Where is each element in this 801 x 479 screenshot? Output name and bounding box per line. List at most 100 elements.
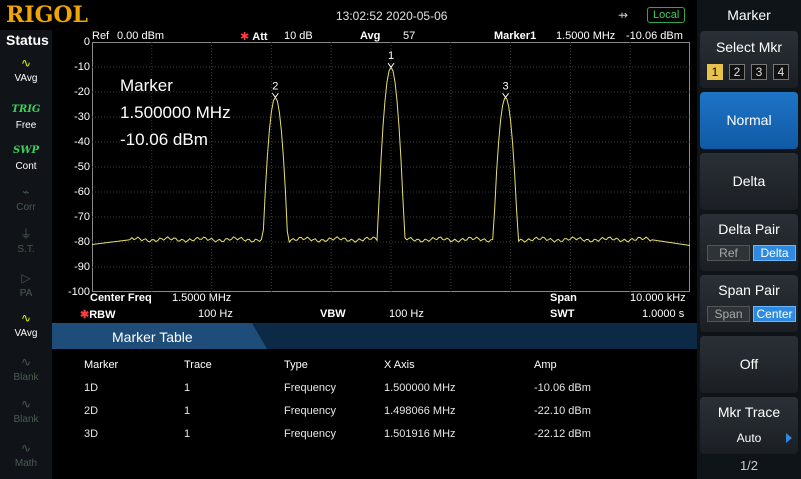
off-button[interactable]: Off	[700, 336, 798, 393]
center-freq-label[interactable]: Center Freq	[90, 292, 152, 304]
marker-number-label: 1	[388, 50, 394, 62]
table-cell: -10.06 dBm	[534, 382, 591, 394]
select-marker-label: Select Mkr	[715, 39, 783, 55]
trace-blank-icon: ∿	[20, 397, 32, 411]
table-cell: Frequency	[284, 382, 336, 394]
status-item-free: TRIG Free	[4, 100, 48, 140]
menu-page-indicator[interactable]: 1/2	[739, 458, 759, 473]
sweep-parameters: Center Freq 1.5000 MHz Span 10.000 kHz ✱…	[52, 292, 697, 322]
table-cell: Frequency	[284, 405, 336, 417]
marker-3[interactable]: 3	[502, 80, 509, 99]
ref-label: Ref	[92, 30, 110, 42]
marker-trace-label: Mkr Trace	[717, 404, 781, 420]
table-cell: 2D	[84, 405, 99, 417]
att-label: ✱ Att	[240, 31, 268, 43]
status-item-label: Cont	[15, 161, 37, 172]
status-item-label: PA	[19, 288, 33, 299]
marker-select-2[interactable]: 2	[729, 64, 745, 80]
status-item-cont: SWP Cont	[4, 141, 48, 181]
trig-icon: TRIG	[11, 104, 41, 115]
marker-select-4[interactable]: 4	[773, 64, 789, 80]
y-tick-label: 0	[83, 36, 90, 48]
trace-avg-icon: ∿	[20, 56, 32, 70]
date-time: 13:02:52 2020-05-06	[336, 9, 448, 23]
span-pair-button[interactable]: Span Pair Span Center	[700, 275, 798, 332]
center-freq-value: 1.5000 MHz	[172, 292, 232, 304]
marker-select-1[interactable]: 1	[707, 64, 723, 80]
table-cell: Frequency	[284, 428, 336, 440]
delta-pair-ref-option[interactable]: Ref	[707, 245, 750, 261]
status-item-blank: ∿ Blank	[4, 394, 48, 434]
span-pair-label: Span Pair	[718, 282, 780, 298]
status-item-label: S.T.	[17, 244, 35, 255]
marker-table-tab	[52, 323, 267, 349]
y-tick-label: -60	[74, 186, 90, 198]
span-label[interactable]: Span	[550, 292, 577, 304]
status-item-vavg: ∿ VAvg	[4, 308, 48, 348]
trace-blank-icon: ∿	[20, 355, 32, 369]
delta-pair-button[interactable]: Delta Pair Ref Delta	[700, 214, 798, 271]
source-icon: ⏚	[19, 227, 32, 241]
vbw-label[interactable]: VBW	[320, 308, 346, 320]
marker-1[interactable]: 1	[387, 50, 395, 68]
readout-title: Marker	[120, 76, 173, 95]
status-item-blank: ∿ Blank	[4, 352, 48, 392]
top-bar: RIGOL 13:02:52 2020-05-06 ⇸ Local	[0, 0, 697, 30]
delta-pair-label: Delta Pair	[718, 221, 780, 237]
usb-icon: ⇸	[618, 8, 629, 22]
span-pair-center-option[interactable]: Center	[753, 306, 796, 322]
y-tick-label: -20	[74, 86, 90, 98]
column-header: Marker	[84, 359, 119, 371]
menu-title: Marker	[727, 7, 771, 23]
marker-select-3[interactable]: 3	[751, 64, 767, 80]
avg-value: 57	[403, 30, 416, 42]
y-tick-label: -70	[74, 211, 90, 223]
normal-button[interactable]: Normal	[700, 92, 798, 149]
delta-button[interactable]: Delta	[700, 153, 798, 210]
status-panel: Status ∿ VAvg TRIG Free SWP Cont ⌁ Corr ⏚ S.T. ▷ PA…	[0, 30, 52, 479]
readout-amplitude: -10.06 dBm	[120, 130, 208, 149]
marker-number-label: 3	[503, 80, 509, 92]
marker-2[interactable]: 2	[271, 80, 279, 99]
table-cell: 1	[184, 428, 191, 440]
table-cell: 1D	[84, 382, 99, 394]
status-item-label: Corr	[16, 202, 36, 213]
y-tick-label: -10	[74, 61, 90, 73]
marker-point	[502, 93, 509, 99]
marker-point	[271, 92, 279, 99]
ref-value: 0.00 dBm	[117, 30, 165, 42]
status-item-label: Free	[15, 120, 37, 131]
delta-label: Delta	[732, 173, 766, 189]
marker-number-label: 2	[272, 80, 278, 92]
att-value: 10 dB	[284, 30, 313, 42]
column-header: Amp	[534, 359, 557, 371]
delta-pair-delta-option[interactable]: Delta	[753, 245, 796, 261]
readout-frequency: 1.500000 MHz	[120, 103, 231, 122]
column-header: X Axis	[384, 359, 415, 371]
avg-label: Avg	[360, 30, 381, 42]
info-bar: Ref 0.00 dBm ✱ Att 10 dB Avg 57 Marker1 …	[52, 30, 697, 43]
table-cell: 3D	[84, 428, 99, 440]
marker-amp: -10.06 dBm	[626, 30, 683, 42]
preamp-icon: ▷	[21, 271, 31, 285]
marker-point	[387, 62, 395, 68]
corr-icon: ⌁	[22, 185, 30, 199]
swt-label[interactable]: SWT	[550, 308, 575, 320]
trace-math-icon: ∿	[20, 441, 32, 455]
spectrum-graph[interactable]: 1 2 3	[92, 42, 690, 292]
swt-value: 1.0000 s	[642, 308, 685, 320]
y-tick-label: -80	[74, 236, 90, 248]
column-header: Type	[284, 359, 308, 371]
local-badge[interactable]: Local	[647, 7, 686, 23]
table-cell: 1.501916 MHz	[384, 428, 456, 440]
status-title: Status	[6, 32, 49, 48]
y-tick-label: -90	[74, 261, 90, 273]
rbw-label[interactable]: ✱RBW	[80, 309, 116, 321]
marker-label: Marker1	[494, 30, 537, 42]
y-tick-label: -50	[74, 161, 90, 173]
marker-table-header: Marker Table	[52, 323, 697, 349]
span-pair-span-option[interactable]: Span	[707, 306, 750, 322]
marker-trace-button[interactable]: Mkr Trace Auto	[700, 397, 798, 454]
marker-readout: Marker 1.500000 MHz -10.06 dBm	[120, 72, 231, 153]
